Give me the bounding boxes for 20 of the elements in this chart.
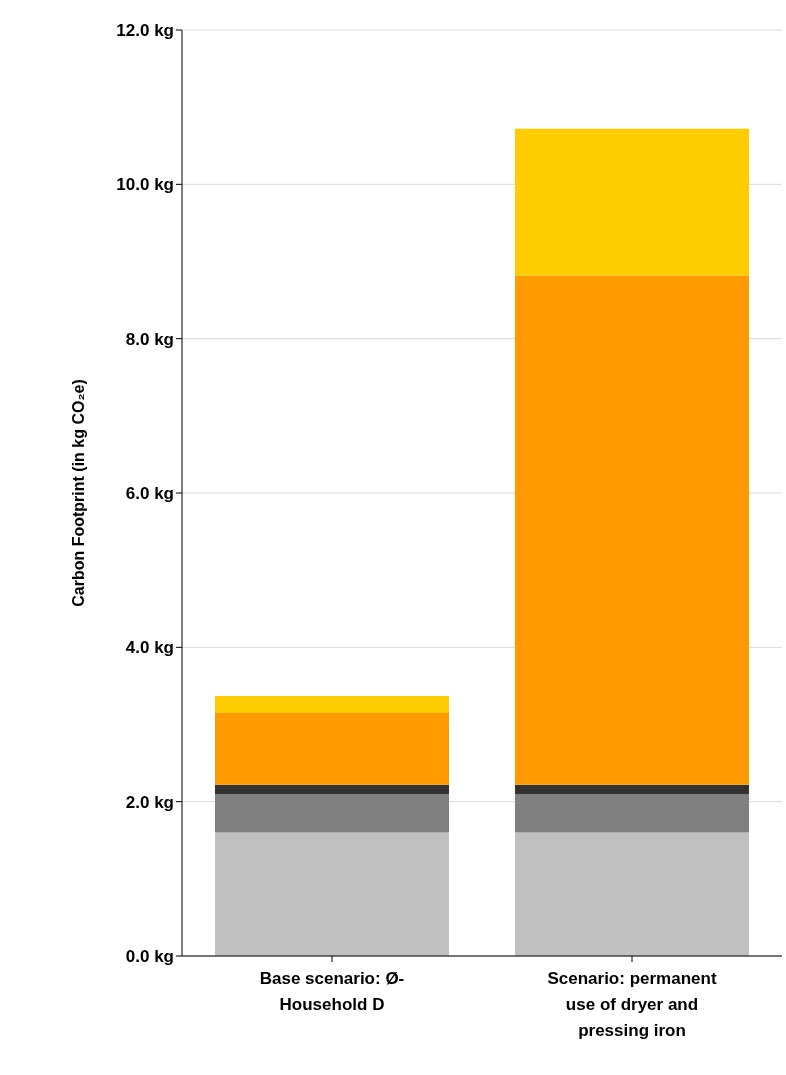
bar	[215, 832, 449, 956]
x-tick-label: Base scenario: Ø-Household D	[259, 969, 405, 1014]
bar	[215, 695, 449, 713]
x-tick-label: Scenario: permanent use of dryer and pressing iron	[547, 969, 717, 1040]
bar	[215, 793, 449, 833]
bar	[515, 128, 749, 276]
bar	[215, 712, 449, 785]
bar	[515, 784, 749, 794]
bar	[515, 275, 749, 785]
bar	[515, 832, 749, 956]
y-tick-label: 8.0 kg	[125, 329, 174, 349]
y-axis-title: Carbon Footprint (in kg CO₂e)	[70, 379, 87, 607]
y-tick-label: 12.0 kg	[116, 21, 174, 41]
bar	[515, 793, 749, 833]
y-tick-label: 4.0 kg	[125, 638, 174, 658]
bar	[215, 784, 449, 794]
y-tick-label: 2.0 kg	[125, 792, 174, 812]
y-tick-label: 6.0 kg	[125, 484, 174, 504]
y-tick-label: 10.0 kg	[116, 175, 174, 195]
y-tick-label: 0.0 kg	[125, 947, 174, 967]
